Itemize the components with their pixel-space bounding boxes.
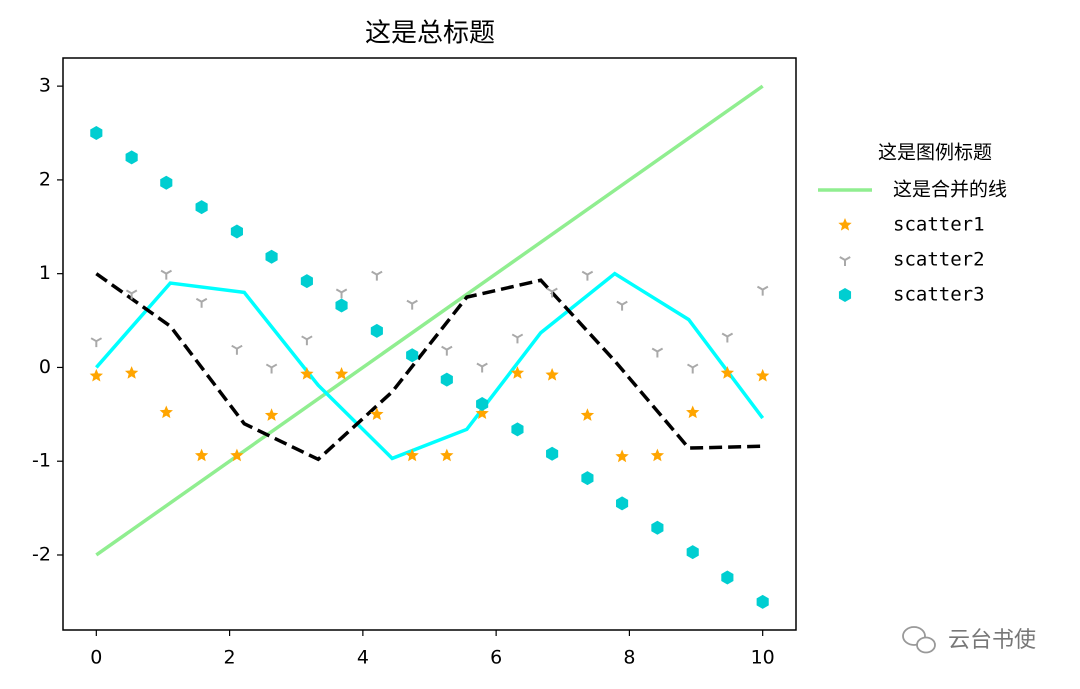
watermark: 云台书使 <box>948 628 1036 653</box>
x-tick-label: 6 <box>490 647 502 669</box>
tri-marker <box>406 299 418 310</box>
tri-marker <box>581 270 594 281</box>
tri-marker <box>476 362 488 373</box>
star-marker <box>124 366 139 379</box>
tri-marker <box>511 333 524 344</box>
tri-marker <box>441 345 453 356</box>
hexagon-marker <box>335 298 348 313</box>
hexagon-marker <box>546 446 559 461</box>
legend-label: scatter2 <box>893 249 985 271</box>
star-marker <box>194 448 209 462</box>
legend-title: 这是图例标题 <box>878 142 992 164</box>
star-marker <box>159 405 173 419</box>
hexagon-marker <box>756 594 769 609</box>
hexagon-marker <box>511 422 524 437</box>
legend-label: scatter3 <box>893 284 985 306</box>
line <box>95 271 765 461</box>
tri-marker <box>371 270 383 281</box>
star-marker <box>230 448 244 462</box>
hexagon-marker <box>160 175 173 190</box>
star-marker <box>650 448 665 462</box>
star-marker <box>475 406 489 420</box>
tri-marker <box>125 289 138 300</box>
hexagon-marker <box>838 288 852 302</box>
x-tick-label: 8 <box>623 647 635 669</box>
hexagon-marker <box>125 150 138 165</box>
x-tick-label: 4 <box>357 647 369 669</box>
tri-marker <box>301 335 313 346</box>
tri-marker <box>616 300 628 311</box>
tri-marker <box>651 347 664 358</box>
x-tick-label: 0 <box>90 647 102 669</box>
star-marker <box>720 366 735 379</box>
star-marker <box>756 368 770 382</box>
hexagon-marker <box>370 323 383 338</box>
star-marker <box>89 368 103 382</box>
y-tick-label: 0 <box>39 356 51 378</box>
hexagon-marker <box>195 200 208 215</box>
tri-marker <box>686 363 699 374</box>
star-marker <box>615 449 629 463</box>
star-marker <box>334 367 349 380</box>
tri-marker <box>160 269 173 280</box>
tri-marker <box>195 297 208 308</box>
x-tick-label: 2 <box>224 647 236 669</box>
hexagon-marker <box>90 126 103 141</box>
tri-marker <box>335 288 348 299</box>
y-tick-label: 3 <box>39 75 51 97</box>
star-marker <box>545 367 559 381</box>
y-tick-label: -2 <box>32 543 51 565</box>
y-tick-label: 2 <box>39 168 51 190</box>
tri-marker <box>546 287 558 298</box>
hexagon-marker <box>616 496 629 511</box>
line <box>95 84 764 557</box>
y-tick-label: -1 <box>32 450 51 472</box>
hexagon-marker <box>440 372 453 387</box>
tri-marker <box>90 337 103 348</box>
hexagon-marker <box>406 348 419 363</box>
chart-title: 这是总标题 <box>365 19 495 49</box>
tri-marker <box>756 285 769 296</box>
star-marker <box>580 408 595 421</box>
y-tick-label: 1 <box>39 262 51 284</box>
hexagon-marker <box>300 274 313 289</box>
tri-marker <box>231 344 243 355</box>
legend-label: scatter1 <box>893 214 985 236</box>
plot-frame <box>62 57 797 631</box>
star-marker <box>510 366 525 379</box>
tri-marker <box>839 256 851 266</box>
hexagon-marker <box>476 397 489 412</box>
x-tick-label: 10 <box>751 647 775 669</box>
star-marker <box>838 218 852 231</box>
hexagon-marker <box>651 520 664 535</box>
hexagon-marker <box>265 249 278 264</box>
hexagon-marker <box>581 471 594 486</box>
hexagon-marker <box>686 545 699 560</box>
hexagon-marker <box>230 224 243 239</box>
tri-marker <box>265 363 278 374</box>
star-marker <box>686 405 700 419</box>
star-marker <box>264 408 279 421</box>
star-marker <box>300 367 314 380</box>
wechat-icon <box>902 626 936 654</box>
star-marker <box>370 407 384 420</box>
tri-marker <box>721 332 734 343</box>
hexagon-marker <box>721 570 734 585</box>
star-marker <box>440 448 454 462</box>
star-marker <box>405 448 419 462</box>
legend-label: 这是合并的线 <box>893 179 1007 201</box>
